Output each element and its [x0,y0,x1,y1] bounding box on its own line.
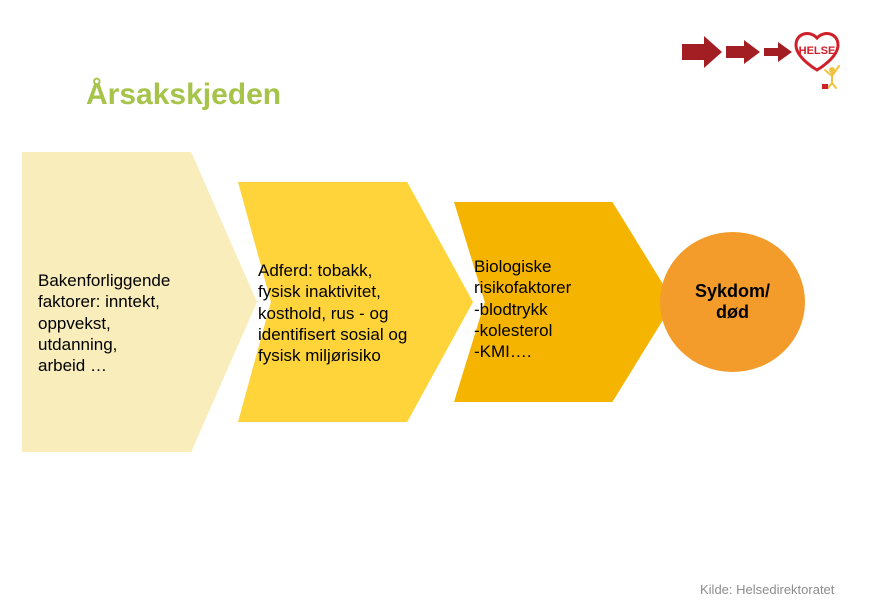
arrow-text-1: Bakenforliggende faktorer: inntekt, oppv… [38,270,198,376]
outcome-ellipse: Sykdom/ død [660,232,805,372]
helse-logo: HELSE [682,30,852,90]
page-title: Årsakskjeden [86,78,281,112]
logo-arrow-1 [682,36,722,68]
source-credit: Kilde: Helsedirektoratet [700,582,834,597]
logo-heart-icon: HELSE [796,34,838,70]
logo-heart-text: HELSE [799,45,836,57]
logo-arrow-3 [764,42,792,62]
outcome-text: Sykdom/ død [695,281,770,323]
arrow-text-3: Biologiske risikofaktorer -blodtrykk -ko… [474,256,604,362]
logo-figure-icon [822,66,839,89]
arrow-text-2: Adferd: tobakk, fysisk inaktivitet, kost… [258,260,428,366]
logo-arrow-2 [726,40,760,64]
